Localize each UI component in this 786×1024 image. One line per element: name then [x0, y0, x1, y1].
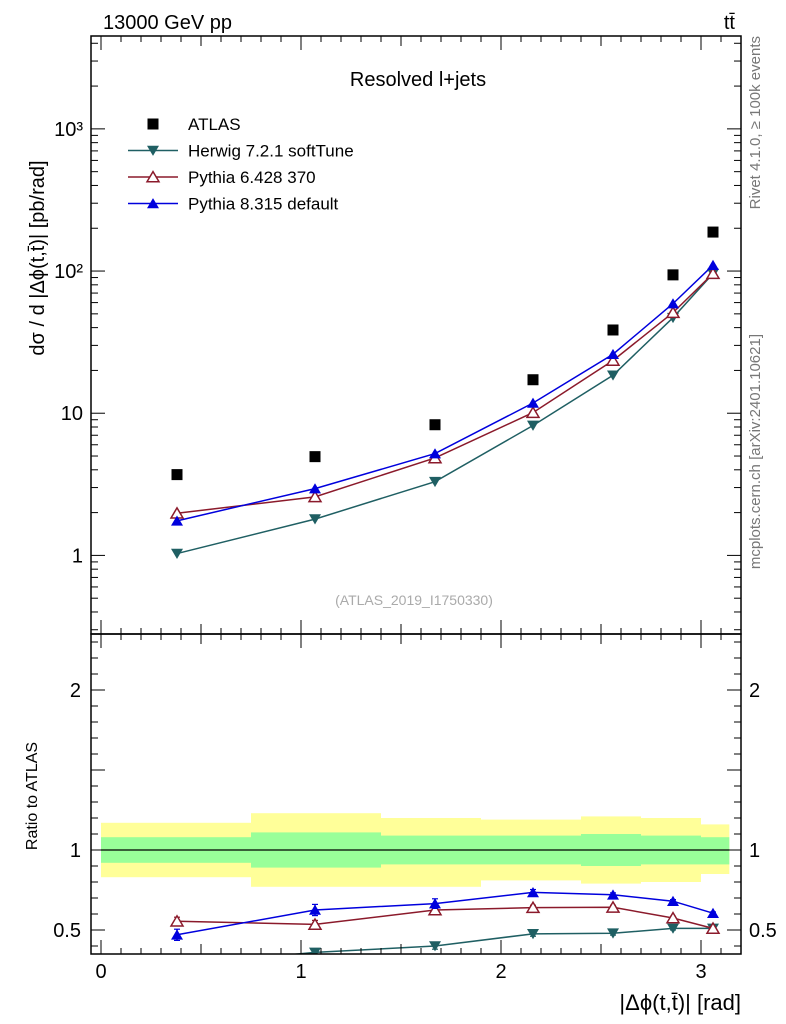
data-point	[707, 226, 719, 238]
ratio-data-point	[429, 898, 441, 909]
x-axis-label: |Δϕ(t,t̄)| [rad]	[619, 990, 741, 1015]
data-point	[667, 269, 679, 281]
ratio-series-line	[176, 906, 714, 930]
ratio-y-tick-label: 1	[70, 840, 81, 862]
data-point	[527, 374, 539, 386]
legend-marker	[147, 118, 159, 130]
data-point	[527, 420, 539, 431]
x-tick-label: 3	[695, 961, 706, 983]
data-point	[525, 405, 541, 419]
data-point	[607, 370, 619, 381]
x-tick-label: 1	[295, 961, 306, 983]
ratio-data-point	[309, 904, 321, 915]
ratio-inner-band	[701, 837, 730, 865]
legend-label: Pythia 8.315 default	[188, 195, 339, 214]
ratio-data-point	[171, 929, 183, 940]
ratio-data-point	[607, 928, 619, 939]
data-point	[171, 548, 183, 559]
data-point	[171, 515, 183, 526]
data-point	[705, 266, 721, 280]
data-point	[607, 348, 619, 360]
ratio-axis-ticks: 0.5 0.5 1 1 2 2 0 1 2 3	[53, 634, 777, 983]
data-point	[171, 469, 183, 481]
ratio-data-point	[707, 907, 719, 918]
data-point	[429, 448, 441, 459]
data-point	[707, 259, 719, 270]
header-process-label: tt̄	[724, 12, 736, 34]
data-point	[527, 397, 539, 408]
ratio-y-axis-label: Ratio to ATLAS	[24, 742, 41, 850]
main-plot-title: Resolved l+jets	[350, 69, 486, 91]
legend-marker	[147, 198, 159, 209]
ratio-data-point	[667, 923, 679, 934]
ratio-y-tick-label-right: 1	[749, 840, 760, 862]
ratio-data-point	[307, 917, 323, 930]
data-point	[667, 298, 679, 309]
ratio-data-point	[169, 914, 185, 927]
main-y-tick-label: 10³	[54, 119, 83, 141]
ratio-series-layer	[169, 887, 721, 970]
legend-marker	[145, 170, 161, 183]
main-y-tick-label: 1	[72, 545, 83, 567]
data-point	[307, 489, 323, 503]
ratio-data-point	[171, 960, 183, 970]
ratio-data-point	[607, 889, 619, 900]
legend-label: Herwig 7.2.1 softTune	[188, 142, 354, 161]
main-y-axis-label: dσ / d |Δϕ(t,t̄)| [pb/rad]	[27, 160, 49, 355]
ratio-data-point	[605, 900, 621, 913]
legend-label: ATLAS	[188, 115, 241, 134]
data-point	[607, 324, 619, 336]
ratio-y-tick-label-right: 0.5	[749, 920, 777, 942]
ratio-series-line	[176, 891, 714, 936]
ratio-y-tick-label-right: 2	[749, 680, 760, 702]
ratio-y-tick-label: 2	[70, 680, 81, 702]
ratio-plot-area	[101, 813, 730, 887]
ratio-data-point	[525, 900, 541, 914]
header-energy-label: 13000 GeV pp	[103, 12, 232, 34]
ratio-panel-frame	[90, 633, 742, 955]
rivet-version-label: Rivet 4.1.0, ≥ 100k events	[747, 36, 764, 209]
legend-label: Pythia 6.428 370	[188, 168, 316, 187]
ratio-data-point	[527, 929, 539, 940]
ratio-clipped-group	[169, 887, 721, 970]
data-point	[605, 353, 621, 367]
ratio-data-point	[427, 903, 443, 916]
ratio-y-tick-label: 0.5	[53, 920, 81, 942]
ratio-series-line	[289, 927, 713, 954]
ratio-data-point	[527, 887, 539, 898]
main-y-tick-label: 10	[61, 403, 83, 425]
data-point	[429, 419, 441, 431]
series-line	[176, 273, 714, 514]
data-point	[429, 476, 441, 488]
ratio-data-point	[665, 911, 681, 924]
legend: ATLAS Herwig 7.2.1 softTune Pythia 6.428 3…	[128, 115, 354, 214]
main-series-layer	[169, 226, 721, 559]
main-axis-ticks: 1 10 10² 10³	[54, 36, 742, 634]
ratio-data-point	[667, 895, 679, 906]
x-tick-label: 0	[95, 961, 106, 983]
data-point	[665, 305, 681, 319]
ratio-data-point	[309, 947, 321, 954]
main-y-tick-label: 10²	[54, 261, 83, 283]
data-point	[309, 514, 321, 525]
ratio-data-point	[429, 941, 441, 952]
series-line	[176, 264, 714, 522]
mcplots-credit-label: mcplots.cern.ch [arXiv:2401.10621]	[747, 334, 764, 569]
analysis-id-watermark: (ATLAS_2019_I1750330)	[335, 592, 493, 608]
ratio-data-point	[705, 921, 721, 934]
data-point	[309, 483, 321, 494]
series-line	[176, 273, 714, 555]
data-point	[309, 451, 321, 463]
legend-marker	[147, 145, 159, 156]
x-tick-label: 2	[495, 961, 506, 983]
